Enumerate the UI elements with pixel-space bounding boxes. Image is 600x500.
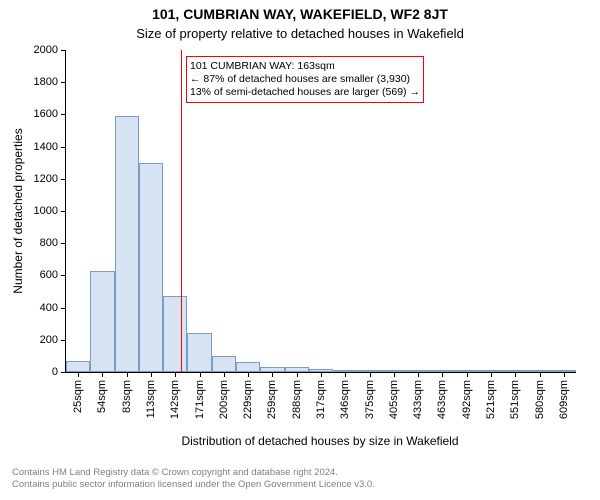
y-tick: 1000	[34, 205, 66, 217]
x-tick-mark	[467, 372, 468, 377]
x-tick-label: 551sqm	[509, 380, 521, 419]
y-tick: 400	[40, 302, 66, 314]
x-tick-label: 405sqm	[388, 380, 400, 419]
y-tick: 800	[40, 237, 66, 249]
annotation-box: 101 CUMBRIAN WAY: 163sqm← 87% of detache…	[186, 56, 424, 103]
plot-area: 020040060080010001200140016001800200025s…	[65, 50, 576, 373]
x-tick-label: 521sqm	[485, 380, 497, 419]
x-tick-label: 229sqm	[242, 380, 254, 419]
x-tick-mark	[345, 372, 346, 377]
histogram-bar	[115, 116, 139, 372]
histogram-bar	[163, 296, 187, 372]
x-tick-label: 259sqm	[266, 380, 278, 419]
x-tick-mark	[175, 372, 176, 377]
x-tick-label: 433sqm	[412, 380, 424, 419]
x-tick-mark	[321, 372, 322, 377]
x-tick-mark	[540, 372, 541, 377]
x-tick-mark	[564, 372, 565, 377]
chart-title: 101, CUMBRIAN WAY, WAKEFIELD, WF2 8JT	[0, 6, 600, 22]
x-tick-mark	[418, 372, 419, 377]
x-tick-label: 580sqm	[534, 380, 546, 419]
x-tick-mark	[224, 372, 225, 377]
chart-subtitle: Size of property relative to detached ho…	[0, 26, 600, 41]
x-tick-mark	[370, 372, 371, 377]
x-tick-mark	[78, 372, 79, 377]
y-axis-label: Number of detached properties	[11, 128, 25, 293]
x-tick-label: 142sqm	[169, 380, 181, 419]
x-tick-mark	[297, 372, 298, 377]
histogram-bar	[212, 356, 236, 372]
x-tick-label: 463sqm	[436, 380, 448, 419]
reference-line	[181, 50, 182, 372]
x-tick-mark	[515, 372, 516, 377]
y-tick: 600	[40, 269, 66, 281]
x-tick-mark	[248, 372, 249, 377]
x-tick-label: 609sqm	[558, 380, 570, 419]
histogram-bar	[90, 271, 114, 372]
histogram-bar	[66, 361, 90, 372]
histogram-bar	[139, 163, 163, 372]
x-tick-label: 54sqm	[96, 380, 108, 413]
x-tick-label: 83sqm	[121, 380, 133, 413]
y-tick: 200	[40, 334, 66, 346]
x-tick-label: 317sqm	[315, 380, 327, 419]
x-tick-label: 113sqm	[145, 380, 157, 418]
x-tick-label: 200sqm	[218, 380, 230, 419]
x-tick-label: 492sqm	[461, 380, 473, 419]
footer: Contains HM Land Registry data © Crown c…	[12, 467, 375, 491]
y-tick: 0	[52, 366, 66, 378]
x-tick-label: 288sqm	[291, 380, 303, 419]
footer-line: Contains public sector information licen…	[12, 479, 375, 491]
x-tick-mark	[127, 372, 128, 377]
y-tick: 1800	[34, 76, 66, 88]
x-tick-mark	[394, 372, 395, 377]
y-tick: 1200	[34, 173, 66, 185]
x-tick-label: 375sqm	[364, 380, 376, 419]
y-tick: 1400	[34, 141, 66, 153]
annotation-line: 101 CUMBRIAN WAY: 163sqm	[190, 60, 420, 73]
y-tick: 2000	[34, 44, 66, 56]
histogram-bar	[187, 333, 211, 372]
x-tick-label: 171sqm	[194, 380, 206, 419]
x-tick-mark	[151, 372, 152, 377]
x-tick-mark	[491, 372, 492, 377]
y-tick: 1600	[34, 108, 66, 120]
annotation-line: 13% of semi-detached houses are larger (…	[190, 86, 420, 99]
x-tick-mark	[200, 372, 201, 377]
x-tick-mark	[272, 372, 273, 377]
x-tick-label: 25sqm	[72, 380, 84, 413]
histogram-bar	[236, 362, 260, 372]
footer-line: Contains HM Land Registry data © Crown c…	[12, 467, 375, 479]
x-tick-mark	[442, 372, 443, 377]
annotation-line: ← 87% of detached houses are smaller (3,…	[190, 73, 420, 86]
x-tick-label: 346sqm	[339, 380, 351, 419]
x-axis-label: Distribution of detached houses by size …	[181, 434, 458, 448]
x-tick-mark	[102, 372, 103, 377]
